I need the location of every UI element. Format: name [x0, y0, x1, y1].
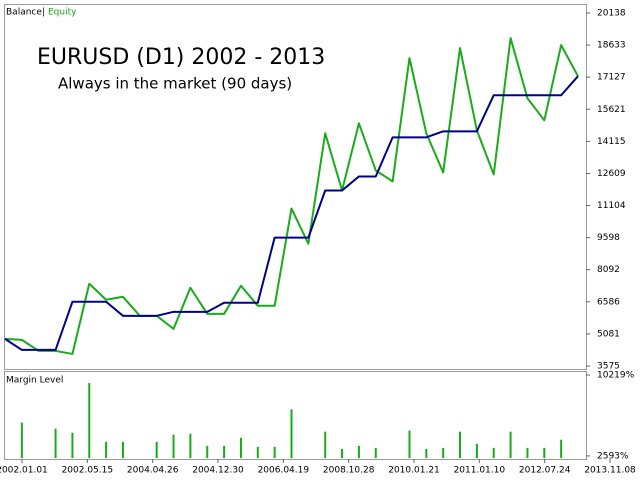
- x-tick-label: 2011.01.10: [454, 466, 506, 476]
- bar: [290, 409, 293, 458]
- y-tick-label: 20138: [597, 9, 626, 19]
- series-line: [4, 37, 579, 355]
- y-tick-label: 2593%: [597, 451, 629, 461]
- y-tick-label: 17127: [597, 73, 626, 83]
- main-panel: [4, 4, 587, 370]
- bar: [492, 447, 495, 458]
- bar: [239, 437, 242, 458]
- bar: [341, 448, 344, 458]
- bar: [155, 441, 158, 458]
- bar: [526, 447, 529, 458]
- y-tick-label: 14115: [597, 137, 626, 147]
- y-tick-label: 5081: [597, 329, 620, 339]
- bar: [408, 430, 411, 458]
- bar: [189, 433, 192, 458]
- legend-separator: |: [42, 8, 45, 18]
- legend-equity: Equity: [48, 8, 77, 18]
- bar: [256, 446, 259, 458]
- bar: [374, 447, 377, 458]
- bar: [509, 431, 512, 458]
- y-tick-label: 8092: [597, 265, 620, 275]
- bar: [273, 446, 276, 458]
- y-tick-label: 9598: [597, 233, 620, 243]
- x-tick-label: 2002.01.01: [0, 466, 48, 476]
- y-tick-label: 18633: [597, 41, 626, 51]
- bar: [206, 445, 209, 458]
- bar: [357, 445, 360, 458]
- bar: [475, 443, 478, 458]
- margin-panel: [4, 371, 587, 460]
- bar: [105, 441, 108, 458]
- x-tick-label: 2006.04.19: [258, 466, 310, 476]
- bar: [223, 445, 226, 458]
- bar: [425, 448, 428, 458]
- bar: [172, 434, 175, 458]
- y-tick-label: 15621: [597, 105, 626, 115]
- y-tick-label: 10219%: [597, 370, 635, 380]
- series-line: [4, 75, 579, 351]
- chart-title: EURUSD (D1) 2002 - 2013: [37, 45, 325, 70]
- x-tick-label: 2004.04.26: [127, 466, 179, 476]
- y-tick-label: 3575: [597, 361, 620, 371]
- x-tick-label: 2004.12.30: [192, 466, 244, 476]
- x-tick-label: 2008.10.28: [323, 466, 375, 476]
- x-tick-label: 2012.07.24: [519, 466, 571, 476]
- x-tick-label: 2002.05.15: [62, 466, 114, 476]
- bar: [121, 441, 124, 458]
- bar: [88, 383, 91, 458]
- bar: [20, 422, 23, 458]
- y-tick-label: 11104: [597, 201, 626, 211]
- bar: [459, 431, 462, 458]
- y-tick-label: 6586: [597, 297, 620, 307]
- chart-subtitle: Always in the market (90 days): [58, 75, 292, 93]
- y-tick-label: 12609: [597, 169, 626, 179]
- bar: [71, 432, 74, 458]
- x-tick-label: 2010.01.21: [388, 466, 440, 476]
- bar: [54, 428, 57, 458]
- legend-balance: Balance: [6, 8, 42, 18]
- bar: [442, 447, 445, 458]
- bar: [543, 447, 546, 458]
- panel-title: Margin Level: [6, 376, 63, 386]
- x-tick-label: 2013.11.08: [584, 466, 636, 476]
- bar: [560, 439, 563, 458]
- bar: [324, 431, 327, 458]
